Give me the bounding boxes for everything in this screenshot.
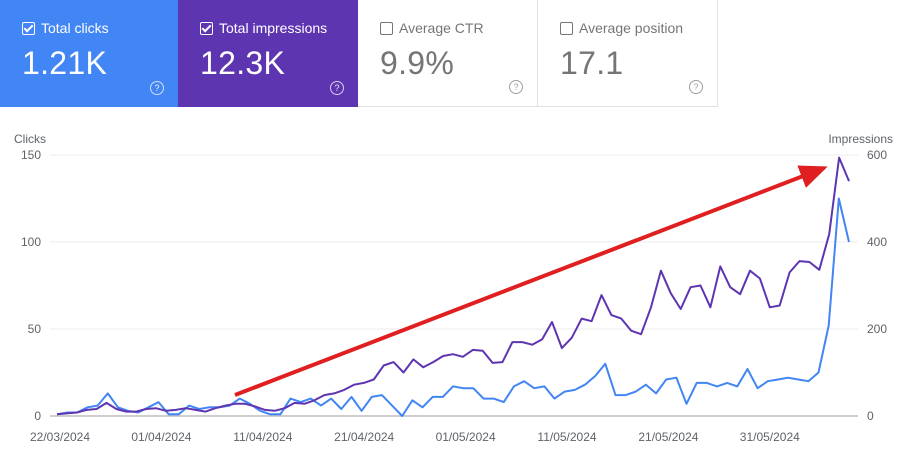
total-impressions-label: Total impressions [219, 20, 328, 36]
trend-arrow [234, 165, 828, 397]
help-icon[interactable]: ? [509, 80, 523, 94]
total-clicks-value: 1.21K [22, 45, 108, 81]
right-tick-label: 200 [867, 322, 887, 336]
x-tick-label: 22/03/2024 [30, 430, 90, 444]
total-clicks-label: Total clicks [41, 20, 109, 36]
metric-card-total-impressions[interactable]: Total impressions 12.3K ? [178, 0, 358, 107]
series-line-impressions [56, 156, 850, 416]
help-icon[interactable]: ? [150, 81, 164, 95]
average-position-checkbox[interactable] [560, 21, 573, 35]
x-tick-label: 11/05/2024 [537, 430, 596, 444]
left-tick-label: 100 [21, 235, 41, 249]
x-tick-label: 21/05/2024 [638, 430, 698, 444]
average-ctr-checkbox[interactable] [380, 21, 393, 35]
metric-card-total-clicks[interactable]: Total clicks 1.21K ? [0, 0, 178, 107]
left-tick-label: 150 [21, 148, 41, 162]
total-impressions-checkbox[interactable] [200, 21, 213, 35]
help-icon[interactable]: ? [330, 81, 344, 95]
average-position-label: Average position [579, 20, 684, 36]
x-tick-label: 01/04/2024 [131, 430, 191, 444]
metric-cards: Total clicks 1.21K ? Total impressions 1… [0, 0, 908, 108]
average-ctr-label: Average CTR [399, 20, 484, 36]
total-clicks-checkbox[interactable] [22, 21, 35, 35]
help-icon[interactable]: ? [689, 80, 703, 94]
right-axis-title: Impressions [828, 132, 893, 146]
average-ctr-value: 9.9% [380, 45, 455, 81]
right-tick-label: 400 [867, 235, 887, 249]
metric-card-average-position[interactable]: Average position 17.1 ? [538, 0, 718, 107]
x-tick-label: 21/04/2024 [334, 430, 394, 444]
x-tick-label: 11/04/2024 [233, 430, 292, 444]
left-axis-title: Clicks [14, 132, 46, 146]
metric-card-average-ctr[interactable]: Average CTR 9.9% ? [358, 0, 538, 107]
x-tick-label: 01/05/2024 [436, 430, 496, 444]
x-tick-label: 31/05/2024 [740, 430, 800, 444]
left-tick-label: 50 [28, 322, 42, 336]
left-tick-label: 0 [34, 409, 41, 423]
average-position-value: 17.1 [560, 45, 624, 81]
total-impressions-value: 12.3K [200, 45, 286, 81]
series-line-clicks [56, 197, 850, 417]
right-tick-label: 0 [867, 409, 874, 423]
right-tick-label: 600 [867, 148, 887, 162]
